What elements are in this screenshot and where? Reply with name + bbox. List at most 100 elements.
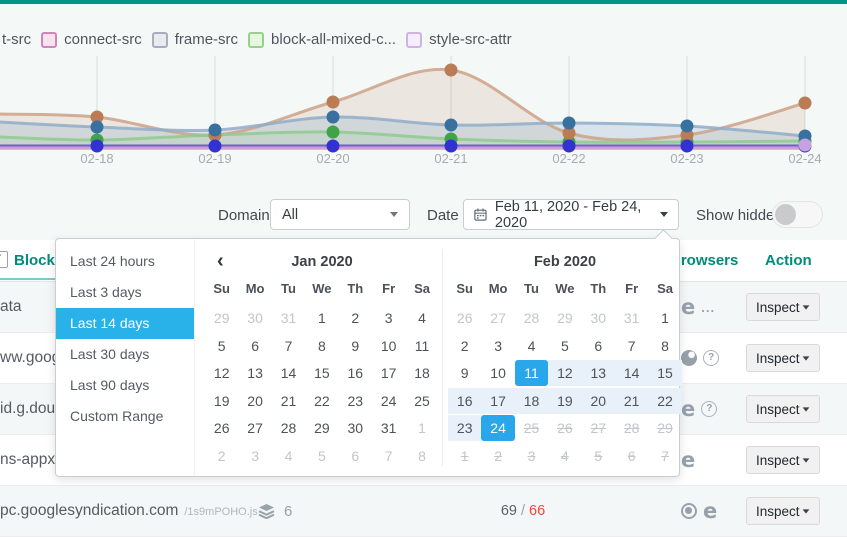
calendar-day[interactable]: 5 [560, 337, 569, 354]
legend-item-t-src[interactable]: t-src [2, 31, 31, 48]
calendar-day[interactable]: 16 [347, 365, 364, 381]
calendar-day[interactable]: 15 [648, 360, 682, 386]
calendar-day[interactable]: 8 [317, 337, 326, 354]
calendar-day[interactable]: 14 [280, 365, 297, 381]
data-point-steel-blue[interactable] [798, 129, 812, 143]
calendar-day[interactable]: 13 [247, 365, 263, 381]
calendar-day[interactable]: 29 [557, 310, 573, 326]
calendar-day[interactable]: 8 [418, 447, 426, 464]
data-point-tan[interactable] [90, 110, 104, 124]
calendar-day[interactable]: 2 [351, 310, 360, 326]
calendar-day[interactable]: 21 [280, 392, 297, 409]
calendar-day[interactable]: 15 [314, 365, 330, 381]
calendar-day[interactable]: 1 [661, 310, 669, 326]
legend-item-style-src-attr[interactable]: style-src-attr [406, 31, 512, 48]
calendar-day[interactable]: 20 [247, 392, 263, 409]
calendar-day[interactable]: 9 [351, 337, 360, 354]
calendar-day[interactable]: 5 [217, 337, 226, 354]
calendar-day[interactable]: 24 [380, 392, 397, 409]
calendar-day[interactable]: 10 [380, 337, 397, 354]
calendar-day[interactable]: 13 [581, 360, 615, 386]
calendar-day[interactable]: 21 [614, 387, 649, 414]
data-point-tan[interactable] [798, 96, 812, 110]
calendar-day[interactable]: 1 [418, 420, 426, 436]
data-point-indigo[interactable] [208, 139, 222, 153]
legend-item-frame-src[interactable]: frame-src [151, 31, 238, 48]
calendar-day[interactable]: 19 [213, 392, 230, 409]
calendar-day[interactable]: 10 [490, 365, 506, 381]
calendar-day[interactable]: 29 [314, 420, 330, 436]
data-point-tan[interactable] [326, 95, 340, 109]
calendar-day[interactable]: 31 [623, 310, 640, 326]
calendar-day[interactable]: 27 [247, 420, 263, 436]
range-option-last-90-days[interactable]: Last 90 days [70, 377, 150, 393]
calendar-day[interactable]: 27 [490, 310, 506, 326]
inspect-button[interactable]: Inspect [746, 344, 820, 372]
calendar-day[interactable]: 8 [661, 337, 669, 354]
range-option-last-24-hours[interactable]: Last 24 hours [70, 253, 155, 269]
calendar-day[interactable]: 7 [627, 337, 636, 354]
calendar-day[interactable]: 3 [494, 337, 502, 354]
calendar-day[interactable]: 12 [213, 365, 230, 381]
calendar-day[interactable]: 11 [514, 360, 549, 386]
calendar-day[interactable]: 31 [280, 310, 297, 326]
range-option-custom-range[interactable]: Custom Range [70, 408, 164, 424]
calendar-day[interactable]: 31 [380, 420, 397, 436]
calendar-day[interactable]: 11 [414, 337, 430, 354]
calendar-day[interactable]: 23 [347, 392, 364, 409]
data-point-steel-blue[interactable] [208, 123, 222, 137]
data-point-steel-blue[interactable] [444, 118, 458, 132]
calendar-day[interactable]: 26 [456, 310, 473, 326]
calendar-day[interactable]: 26 [213, 420, 230, 436]
calendar-day[interactable]: 6 [251, 337, 259, 354]
calendar-day[interactable]: 28 [523, 310, 540, 326]
calendar-day[interactable]: 28 [280, 420, 297, 436]
calendar-day[interactable]: 17 [380, 365, 397, 381]
range-option-last-14-days[interactable]: Last 14 days [56, 308, 194, 339]
calendar-day[interactable]: 30 [347, 420, 364, 436]
domain-select[interactable]: All [270, 199, 410, 230]
legend-item-connect-src[interactable]: connect-src [41, 31, 142, 48]
calendar-day[interactable]: 1 [317, 310, 326, 326]
calendar-day[interactable]: 9 [460, 365, 469, 381]
calendar-day[interactable]: 24 [481, 415, 515, 441]
inspect-button[interactable]: Inspect [746, 497, 820, 525]
calendar-day[interactable]: 25 [414, 392, 430, 409]
inspect-button[interactable]: Inspect [746, 395, 820, 423]
calendar-day[interactable]: 19 [548, 387, 582, 414]
calendar-day[interactable]: 3 [384, 310, 393, 326]
data-point-steel-blue[interactable] [326, 110, 340, 124]
calendar-day[interactable]: 18 [414, 365, 430, 381]
calendar-day[interactable]: 22 [648, 387, 682, 414]
column-header-browsers[interactable]: Browsers [670, 252, 739, 269]
calendar-day[interactable]: 5 [317, 447, 326, 464]
select-all-checkbox[interactable] [0, 251, 8, 268]
calendar-day[interactable]: 4 [418, 310, 426, 326]
data-point-lavender[interactable] [798, 138, 812, 152]
data-point-indigo[interactable] [680, 139, 694, 153]
data-point-steel-blue[interactable] [562, 116, 576, 130]
calendar-day[interactable]: 23 [448, 415, 482, 441]
calendar-day[interactable]: 2 [217, 447, 226, 464]
calendar-day[interactable]: 29 [213, 310, 230, 326]
calendar-day[interactable]: 12 [548, 360, 582, 386]
calendar-day[interactable]: 6 [351, 447, 360, 464]
legend-item-block-all-mixed-c[interactable]: block-all-mixed-c... [248, 31, 396, 48]
calendar-day[interactable]: 22 [314, 392, 330, 409]
range-option-last-30-days[interactable]: Last 30 days [70, 346, 150, 362]
calendar-day[interactable]: 7 [384, 447, 393, 464]
calendar-day[interactable]: 18 [514, 387, 549, 414]
inspect-button[interactable]: Inspect [746, 446, 820, 474]
calendar-day[interactable]: 4 [527, 337, 536, 354]
data-point-steel-blue[interactable] [90, 120, 104, 134]
calendar-day[interactable]: 6 [594, 337, 603, 354]
calendar-day[interactable]: 7 [284, 337, 293, 354]
data-point-indigo[interactable] [326, 139, 340, 153]
data-point-steel-blue[interactable] [680, 119, 694, 133]
data-point-green[interactable] [326, 125, 340, 139]
data-point-tan[interactable] [680, 128, 694, 142]
show-hidden-toggle[interactable] [772, 201, 823, 228]
calendar-day[interactable]: 14 [614, 360, 649, 386]
data-point-indigo[interactable] [444, 139, 458, 153]
calendar-day[interactable]: 16 [448, 387, 482, 414]
